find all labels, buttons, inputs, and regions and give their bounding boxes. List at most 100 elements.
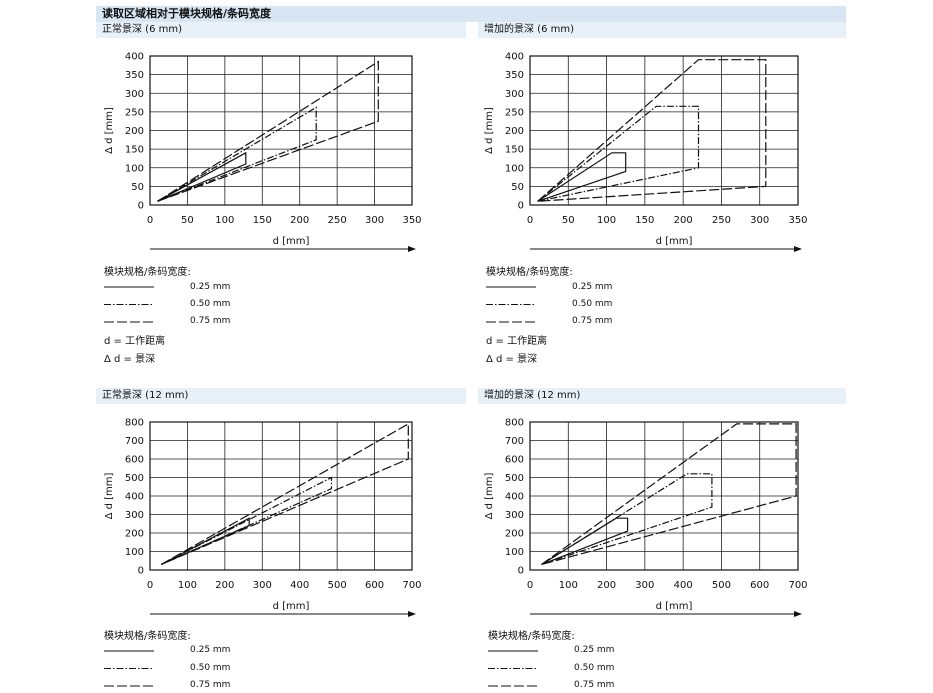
y-tick-label: 400 (505, 492, 524, 503)
x-tick-label: 150 (635, 215, 654, 226)
x-tick-label: 500 (712, 580, 731, 591)
x-tick-label: 200 (597, 580, 616, 591)
y-tick-label: 600 (125, 455, 144, 466)
legend-label: 0.25 mm (572, 282, 613, 292)
x-tick-label: 100 (178, 580, 197, 591)
x-tick-label: 600 (365, 580, 384, 591)
y-axis-label: Δ d [mm] (484, 107, 495, 154)
x-tick-label: 350 (788, 215, 807, 226)
x-tick-label: 150 (253, 215, 272, 226)
legend-label: 0.50 mm (574, 663, 615, 673)
y-tick-label: 400 (125, 52, 144, 63)
x-tick-label: 0 (527, 580, 533, 591)
x-tick-label: 700 (788, 580, 807, 591)
y-tick-label: 50 (511, 182, 524, 193)
series-dashdot-line (537, 105, 700, 202)
legend-label: 0.50 mm (190, 663, 231, 673)
y-tick-label: 100 (125, 547, 144, 558)
y-tick-label: 0 (518, 566, 524, 577)
x-tick-label: 250 (712, 215, 731, 226)
y-tick-label: 50 (131, 182, 144, 193)
plot-frame (529, 55, 799, 206)
y-tick-label: 150 (125, 145, 144, 156)
x-axis-label: d [mm] (273, 236, 310, 247)
legend-label: 0.50 mm (572, 299, 613, 309)
header-bar (96, 6, 846, 22)
y-tick-label: 600 (505, 455, 524, 466)
y-tick-label: 800 (505, 418, 524, 429)
plot-frame (529, 421, 799, 571)
legend-label: 0.75 mm (190, 680, 231, 690)
x-tick-label: 700 (402, 580, 421, 591)
series-solid-line (157, 151, 247, 202)
x-tick-label: 600 (750, 580, 769, 591)
y-tick-label: 200 (125, 126, 144, 137)
chart-title: 增加的景深 (6 mm) (484, 24, 575, 35)
x-tick-label: 300 (253, 580, 272, 591)
y-tick-label: 500 (125, 473, 144, 484)
legend-label: 0.75 mm (572, 316, 613, 326)
subtitle-bar (478, 22, 846, 38)
y-tick-label: 400 (505, 52, 524, 63)
y-tick-label: 100 (505, 547, 524, 558)
y-tick-label: 350 (505, 70, 524, 81)
x-tick-label: 0 (147, 215, 153, 226)
page-title: 读取区域相对于模块规格/条码宽度 (102, 7, 272, 20)
series-solid-line (537, 152, 627, 202)
legend-label: 0.25 mm (190, 645, 231, 655)
chart-title: 正常景深 (12 mm) (102, 390, 189, 401)
x-tick-label: 0 (147, 580, 153, 591)
legend-title: 模块规格/条码宽度: (486, 267, 573, 278)
y-axis-label: Δ d [mm] (484, 472, 495, 519)
x-tick-label: 300 (365, 215, 384, 226)
x-tick-label: 100 (215, 215, 234, 226)
y-tick-label: 150 (505, 145, 524, 156)
legend-label: 0.25 mm (574, 645, 615, 655)
x-tick-label: 0 (527, 215, 533, 226)
chart-title: 增加的景深 (12 mm) (484, 390, 581, 401)
x-tick-label: 50 (181, 215, 194, 226)
subtitle-bar (96, 22, 466, 38)
x-tick-label: 200 (290, 215, 309, 226)
legend-label: 0.25 mm (190, 282, 231, 292)
series-solid-line (541, 517, 629, 566)
y-tick-label: 0 (138, 566, 144, 577)
y-tick-label: 800 (125, 418, 144, 429)
y-tick-label: 200 (125, 529, 144, 540)
y-tick-label: 400 (125, 492, 144, 503)
y-tick-label: 300 (125, 510, 144, 521)
x-tick-label: 200 (215, 580, 234, 591)
legend-label: 0.75 mm (190, 316, 231, 326)
x-tick-label: 50 (562, 215, 575, 226)
y-tick-label: 700 (125, 436, 144, 447)
series-dash-line (157, 60, 379, 202)
y-tick-label: 0 (518, 201, 524, 212)
series-dash-line (160, 422, 409, 566)
series-dashdot-line (541, 473, 713, 566)
x-tick-label: 100 (559, 580, 578, 591)
x-tick-label: 350 (402, 215, 421, 226)
x-tick-label: 400 (290, 580, 309, 591)
y-tick-label: 300 (125, 89, 144, 100)
y-tick-label: 500 (505, 473, 524, 484)
x-tick-label: 300 (635, 580, 654, 591)
x-axis-label: d [mm] (656, 601, 693, 612)
subtitle-bar (96, 388, 466, 404)
y-tick-label: 250 (125, 107, 144, 118)
x-tick-label: 250 (328, 215, 347, 226)
chart-title: 正常景深 (6 mm) (102, 24, 183, 35)
plot-frame (149, 55, 413, 206)
series-dashdot-line (157, 106, 317, 202)
x-axis-label: d [mm] (656, 236, 693, 247)
legend-note: d = 工作距离 (104, 336, 166, 347)
y-tick-label: 300 (505, 89, 524, 100)
legend-note: Δ d = 景深 (486, 354, 538, 365)
legend-title: 模块规格/条码宽度: (488, 631, 575, 642)
series-dash-line (537, 59, 767, 202)
y-tick-label: 200 (505, 529, 524, 540)
y-tick-label: 200 (505, 126, 524, 137)
y-axis-label: Δ d [mm] (104, 107, 115, 154)
x-tick-label: 100 (597, 215, 616, 226)
series-dash-line (541, 423, 797, 566)
